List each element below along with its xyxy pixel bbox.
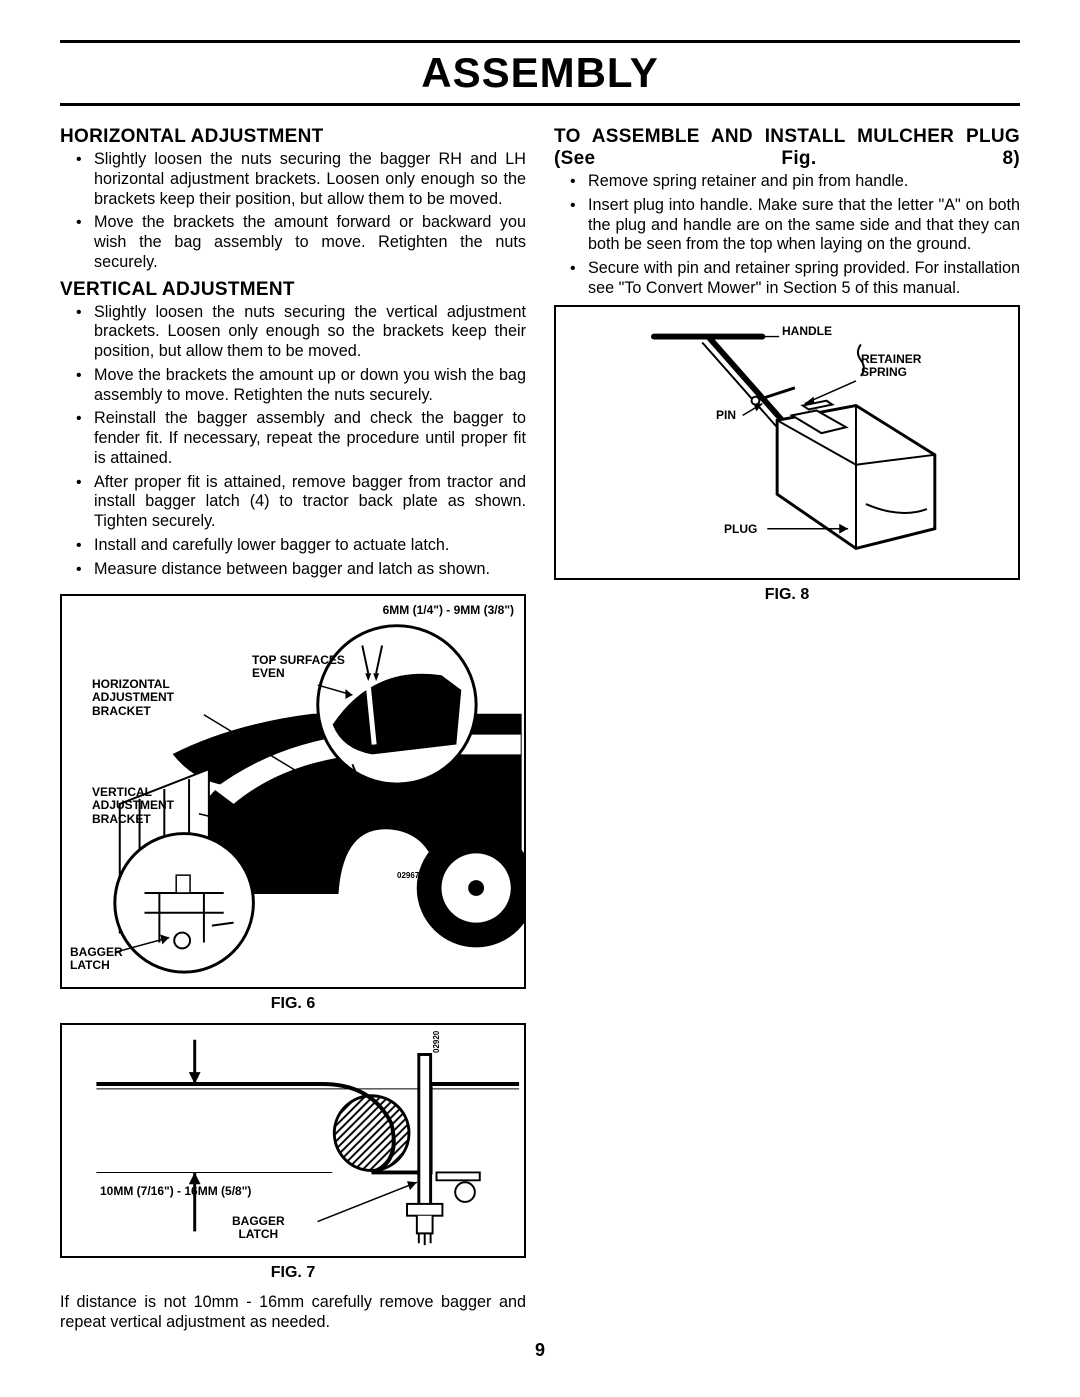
label-horizontal-bracket: HORIZONTAL ADJUSTMENT BRACKET xyxy=(92,678,174,719)
list-item: Slightly loosen the nuts securing the ba… xyxy=(94,150,526,209)
heading-vertical-adjustment: VERTICAL ADJUSTMENT xyxy=(60,279,526,301)
label-bagger-latch: BAGGER LATCH xyxy=(70,946,123,974)
label-handle: HANDLE xyxy=(782,325,832,339)
figure-7-caption: FIG. 7 xyxy=(60,1264,526,1282)
label-range-measurement: 10MM (7/16") - 16MM (5/8") xyxy=(100,1185,251,1199)
paragraph-after-fig7: If distance is not 10mm - 16mm carefully… xyxy=(60,1292,526,1332)
list-item: Move the brackets the amount forward or … xyxy=(94,213,526,272)
label-part-number: 02967 xyxy=(397,871,419,880)
list-item: Insert plug into handle. Make sure that … xyxy=(588,196,1020,255)
list-item: Reinstall the bagger assembly and check … xyxy=(94,409,526,468)
heading-mulcher-plug: TO ASSEMBLE AND INSTALL MULCHER PLUG (Se… xyxy=(554,126,1020,170)
figure-6-caption: FIG. 6 xyxy=(60,995,526,1013)
label-vertical-bracket: VERTICAL ADJUSTMENT BRACKET xyxy=(92,786,174,827)
list-item: After proper fit is attained, remove bag… xyxy=(94,473,526,532)
two-column-layout: HORIZONTAL ADJUSTMENT Slightly loosen th… xyxy=(60,120,1020,1332)
figure-6-box: 6MM (1/4") - 9MM (3/8") TOP SURFACES EVE… xyxy=(60,594,526,989)
label-top-surfaces-even: TOP SURFACES EVEN xyxy=(252,654,345,682)
page-number: 9 xyxy=(60,1340,1020,1361)
list-item: Measure distance between bagger and latc… xyxy=(94,560,526,580)
bottom-rule xyxy=(60,103,1020,106)
heading-horizontal-adjustment: HORIZONTAL ADJUSTMENT xyxy=(60,126,526,148)
label-part-number: 02920 xyxy=(432,1030,441,1052)
figure-7-svg xyxy=(62,1025,524,1256)
label-bagger-latch: BAGGER LATCH xyxy=(232,1215,285,1243)
right-column: TO ASSEMBLE AND INSTALL MULCHER PLUG (Se… xyxy=(554,120,1020,1332)
list-item: Remove spring retainer and pin from hand… xyxy=(588,172,1020,192)
label-pin: PIN xyxy=(716,409,736,423)
label-gap-measurement: 6MM (1/4") - 9MM (3/8") xyxy=(383,604,514,618)
figure-8-box: HANDLE RETAINER SPRING PIN PLUG xyxy=(554,305,1020,580)
page-title: ASSEMBLY xyxy=(60,47,1020,103)
label-retainer-spring: RETAINER SPRING xyxy=(861,353,921,381)
left-column: HORIZONTAL ADJUSTMENT Slightly loosen th… xyxy=(60,120,526,1332)
figure-7-box: 10MM (7/16") - 16MM (5/8") BAGGER LATCH … xyxy=(60,1023,526,1258)
figure-8-caption: FIG. 8 xyxy=(554,586,1020,604)
list-item: Slightly loosen the nuts securing the ve… xyxy=(94,303,526,362)
list-item: Install and carefully lower bagger to ac… xyxy=(94,536,526,556)
label-plug: PLUG xyxy=(724,523,757,537)
list-item: Move the brackets the amount up or down … xyxy=(94,366,526,406)
top-rule xyxy=(60,40,1020,43)
list-mulcher-plug: Remove spring retainer and pin from hand… xyxy=(554,172,1020,299)
list-horizontal-adjustment: Slightly loosen the nuts securing the ba… xyxy=(60,150,526,273)
figure-8-svg xyxy=(556,307,1018,578)
list-item: Secure with pin and retainer spring prov… xyxy=(588,259,1020,299)
list-vertical-adjustment: Slightly loosen the nuts securing the ve… xyxy=(60,303,526,580)
